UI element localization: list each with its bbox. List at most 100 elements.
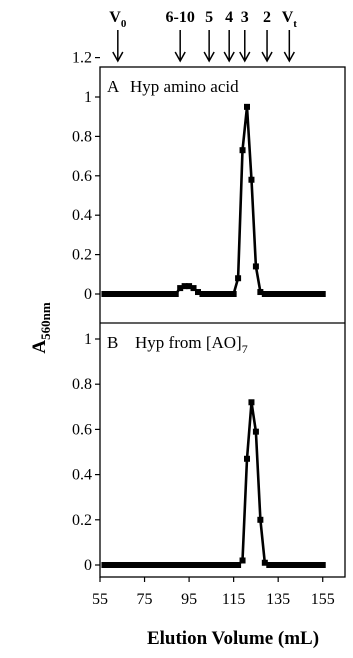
panel-b-title-main: Hyp from [AO] (135, 333, 242, 352)
data-point (114, 562, 121, 568)
x-tick-label: 155 (311, 591, 335, 608)
data-point (257, 516, 264, 523)
x-ticks: 55 75 95 115 135 155 (92, 577, 335, 608)
data-point (195, 562, 201, 568)
data-point (132, 291, 139, 297)
fraction-marker-arrowhead (112, 51, 124, 63)
data-point (266, 291, 273, 297)
data-point (284, 291, 291, 297)
data-point (141, 562, 148, 568)
fraction-marker-label: 5 (205, 9, 213, 26)
data-point (159, 291, 166, 297)
data-point (150, 291, 157, 297)
data-point (230, 291, 237, 297)
data-point (168, 562, 175, 568)
x-tick-label: 135 (266, 591, 290, 608)
fraction-marker-arrowhead (239, 51, 251, 63)
data-point (181, 562, 188, 568)
data-point (186, 562, 193, 568)
data-point (132, 562, 139, 568)
data-point (257, 289, 264, 296)
series-line (104, 400, 323, 567)
y-tick-label: 0.2 (72, 247, 92, 264)
data-point (128, 291, 135, 297)
data-point (199, 291, 206, 297)
data-point (114, 291, 121, 297)
data-point (217, 562, 224, 568)
fraction-marker-label: V0 (109, 9, 127, 30)
x-axis-title: Elution Volume (mL) (147, 628, 319, 649)
data-point (172, 562, 179, 568)
data-point (141, 291, 148, 297)
y-tick-label: 0.4 (72, 207, 92, 224)
data-point (177, 562, 184, 568)
y-tick-label: 0.4 (72, 467, 92, 484)
data-point (293, 291, 299, 297)
data-point (252, 263, 259, 270)
data-point (105, 562, 112, 568)
fraction-markers: V0 6-10 5 4 3 2 Vt (109, 9, 297, 63)
data-point (235, 562, 242, 568)
fraction-marker-label: 4 (225, 9, 233, 26)
series-panel-a (101, 103, 326, 297)
data-point (230, 562, 237, 568)
y-tick-label: 1 (84, 89, 92, 106)
y-tick-label: 0.6 (72, 421, 92, 438)
data-point (279, 562, 286, 568)
data-point (266, 562, 273, 568)
data-point (310, 291, 317, 297)
data-point (146, 562, 152, 568)
data-point (310, 562, 317, 568)
data-point (203, 562, 210, 568)
y-tick-label: 0.8 (72, 376, 92, 393)
data-point (146, 291, 152, 297)
fraction-marker-label: 3 (241, 9, 249, 26)
panel-b-label: B (107, 333, 118, 352)
data-point (306, 291, 313, 297)
data-point (293, 562, 299, 568)
data-point (244, 455, 250, 462)
data-point (190, 285, 197, 292)
y-tick-label: 0.8 (72, 128, 92, 145)
y-axis-title-sub: 560nm (38, 302, 53, 340)
y-tick-label: 0.2 (72, 512, 92, 529)
x-tick-label: 55 (92, 591, 108, 608)
y-tick-label: 1 (84, 331, 92, 348)
x-tick-label: 115 (222, 591, 245, 608)
fraction-marker-label: 2 (263, 9, 271, 26)
fraction-marker-arrowhead (261, 51, 273, 63)
data-point (119, 291, 126, 297)
data-point (105, 291, 112, 297)
data-point (235, 275, 242, 282)
data-point (203, 291, 210, 297)
fraction-marker-arrowhead (174, 51, 186, 63)
data-point (168, 291, 175, 297)
data-point (101, 291, 108, 297)
data-point (217, 291, 224, 297)
fraction-marker-arrowhead (223, 51, 235, 63)
data-point (301, 291, 308, 297)
data-point (288, 291, 295, 297)
data-point (190, 562, 197, 568)
data-point (297, 291, 304, 297)
data-point (275, 291, 282, 297)
data-point (159, 562, 166, 568)
y-tick-label: 0.6 (72, 168, 92, 185)
fraction-marker-label: 6-10 (166, 9, 195, 26)
data-point (137, 291, 144, 297)
data-point (261, 291, 268, 297)
plot-frame (99, 66, 346, 578)
x-tick-label: 75 (137, 591, 153, 608)
fraction-marker-arrowhead (203, 51, 215, 63)
data-point (208, 291, 215, 297)
data-point (226, 291, 233, 297)
data-point (163, 562, 170, 568)
data-point (101, 562, 108, 568)
fraction-marker-arrowhead (283, 51, 295, 63)
data-point (261, 559, 268, 566)
x-tick-label: 95 (181, 591, 197, 608)
data-point (199, 562, 206, 568)
data-point (172, 291, 179, 297)
data-point (181, 283, 188, 290)
data-point (279, 291, 286, 297)
